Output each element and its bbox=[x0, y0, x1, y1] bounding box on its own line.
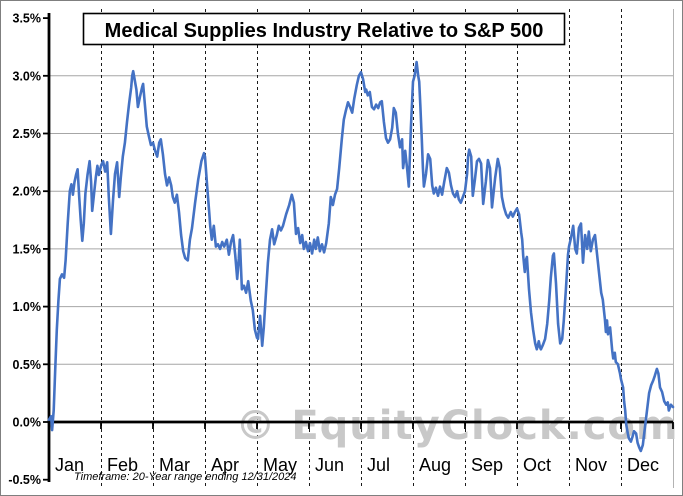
month-label: May bbox=[263, 455, 297, 475]
chart-title: Medical Supplies Industry Relative to S&… bbox=[105, 20, 544, 42]
y-tick-label: 3.0% bbox=[13, 69, 42, 83]
y-tick-label: 1.5% bbox=[13, 242, 42, 256]
month-label: Nov bbox=[575, 455, 607, 475]
month-label: Feb bbox=[107, 455, 138, 475]
relative-performance-line bbox=[47, 60, 675, 453]
month-label: Apr bbox=[211, 455, 239, 475]
month-label: Oct bbox=[523, 455, 551, 475]
month-label: Mar bbox=[159, 455, 190, 475]
month-label: Jun bbox=[315, 455, 344, 475]
month-label: Aug bbox=[419, 455, 451, 475]
timeframe-footnote: Timeframe: 20-Year range ending 12/31/20… bbox=[74, 471, 297, 483]
title-box bbox=[82, 12, 566, 46]
y-tick-label: 1.0% bbox=[13, 300, 42, 314]
y-axis-ticks bbox=[43, 17, 49, 481]
y-tick-label: 2.0% bbox=[13, 185, 42, 199]
y-tick-label: 2.5% bbox=[13, 127, 42, 141]
y-tick-label: 0.0% bbox=[13, 416, 42, 430]
x-axis-ticks bbox=[100, 422, 674, 429]
equityclock-watermark: © EquityClock.com bbox=[235, 403, 678, 449]
month-label: Jan bbox=[55, 455, 84, 475]
month-label: Dec bbox=[627, 455, 659, 475]
y-tick-label: 3.5% bbox=[13, 12, 42, 26]
y-axis-labels: 3.5% 3.0% 2.5% 2.0% 1.5% 1.0% 0.5% 0.0% -0.5% bbox=[8, 12, 41, 488]
y-tick-label: 0.5% bbox=[13, 358, 42, 372]
month-label: Jul bbox=[367, 455, 390, 475]
month-label: Sep bbox=[471, 455, 503, 475]
y-tick-label: -0.5% bbox=[8, 473, 41, 487]
month-labels: Jan Feb Mar Apr May Jun Jul Aug Sep Oct Nov Dec bbox=[55, 455, 659, 475]
